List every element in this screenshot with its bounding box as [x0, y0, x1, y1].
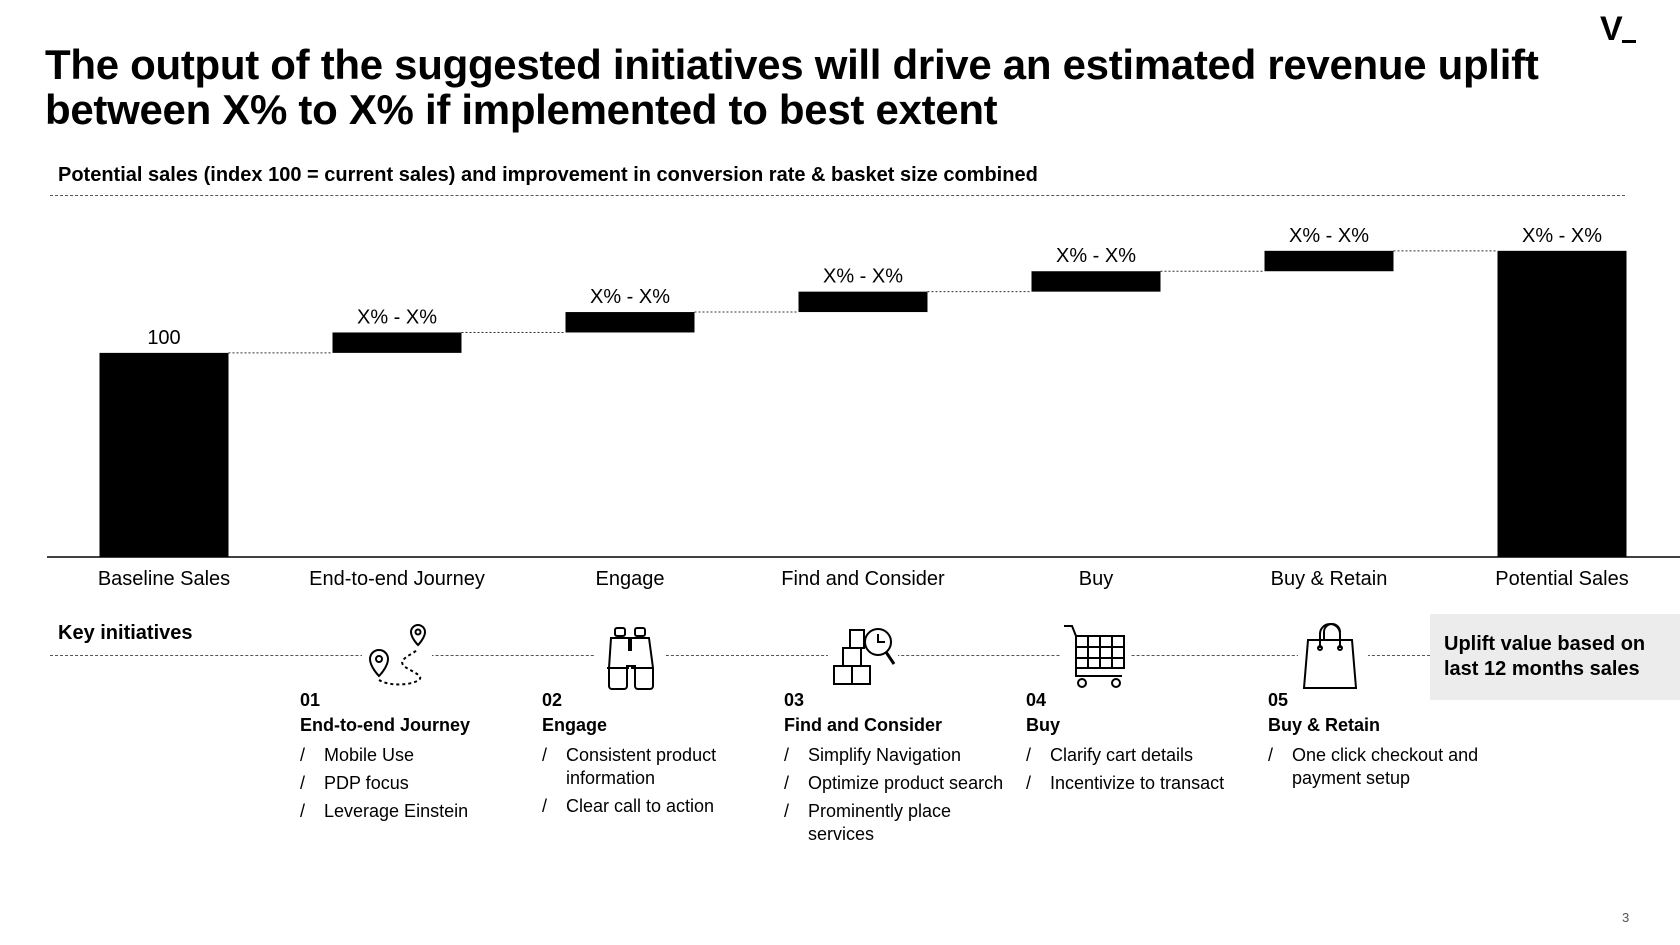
page-number: 3	[1622, 910, 1630, 925]
data-label: X% - X%	[823, 266, 903, 288]
key-initiatives-label: Key initiatives	[58, 622, 193, 644]
bar	[99, 352, 229, 557]
route-map-pin-icon	[362, 620, 432, 692]
category-label: Potential Sales	[1495, 568, 1628, 590]
data-label: X% - X%	[590, 286, 670, 308]
initiative-column: 05 Buy & Retain One click checkout and pay…	[1268, 690, 1498, 795]
initiative-item: Clear call to action	[542, 795, 772, 818]
data-label: X% - X%	[1289, 225, 1369, 247]
category-label: Buy	[1079, 568, 1113, 590]
divider	[50, 195, 1625, 196]
initiative-column: 02 Engage Consistent product information Cl…	[542, 690, 772, 823]
category-label: End-to-end Journey	[309, 568, 485, 590]
bar	[798, 291, 928, 313]
data-label: X% - X%	[1522, 225, 1602, 247]
initiative-item: One click checkout and payment setup	[1268, 744, 1498, 790]
shopping-bag-icon	[1298, 620, 1368, 692]
brand-logo: V	[1600, 10, 1636, 49]
initiative-item: Clarify cart details	[1026, 744, 1256, 767]
bar	[565, 312, 695, 333]
page-title: The output of the suggested initiatives …	[45, 41, 1539, 133]
initiative-item: Incentivize to transact	[1026, 772, 1256, 795]
initiative-column: 01 End-to-end Journey Mobile Use PDP focus L…	[300, 690, 530, 828]
initiative-item: Optimize product search	[784, 772, 1014, 795]
initiative-item: Mobile Use	[300, 744, 530, 767]
initiative-number: 03	[784, 690, 805, 710]
initiative-number: 05	[1268, 690, 1289, 710]
bar	[332, 332, 462, 353]
binoculars-icon	[595, 620, 665, 692]
initiative-title: Buy & Retain	[1268, 715, 1381, 735]
initiatives-divider	[50, 655, 1430, 656]
bar	[1031, 271, 1161, 292]
initiative-number: 01	[300, 690, 321, 710]
data-label: X% - X%	[357, 306, 437, 328]
boxes-magnifier-icon	[828, 620, 898, 692]
category-label: Baseline Sales	[98, 568, 230, 590]
initiative-number: 02	[542, 690, 563, 710]
category-label: Find and Consider	[781, 568, 945, 590]
bar	[1264, 250, 1394, 272]
initiative-item: PDP focus	[300, 772, 530, 795]
bar	[1497, 250, 1627, 557]
initiative-title: Buy	[1026, 715, 1061, 735]
initiative-column: 03 Find and Consider Simplify Navigation Op…	[784, 690, 1014, 851]
initiative-title: Engage	[542, 715, 608, 735]
initiative-number: 04	[1026, 690, 1047, 710]
initiative-column: 04 Buy Clarify cart details Incentivize to …	[1026, 690, 1256, 800]
uplift-note: Uplift value based on last 12 months sal…	[1430, 614, 1680, 700]
data-label: X% - X%	[1056, 245, 1136, 267]
initiative-item: Simplify Navigation	[784, 744, 1014, 767]
initiative-item: Consistent product information	[542, 744, 772, 790]
waterfall-chart: 100 Baseline Sales X% - X% End-to-end Journ…	[47, 225, 1680, 590]
data-label: 100	[147, 327, 180, 349]
initiative-item: Prominently place services	[784, 800, 1014, 846]
initiative-title: Find and Consider	[784, 715, 943, 735]
shopping-cart-icon	[1060, 620, 1130, 692]
category-label: Buy & Retain	[1271, 568, 1388, 590]
chart-subtitle: Potential sales (index 100 = current sal…	[58, 164, 1038, 186]
initiative-title: End-to-end Journey	[300, 715, 470, 735]
category-label: Engage	[596, 568, 665, 590]
initiative-item: Leverage Einstein	[300, 800, 530, 823]
